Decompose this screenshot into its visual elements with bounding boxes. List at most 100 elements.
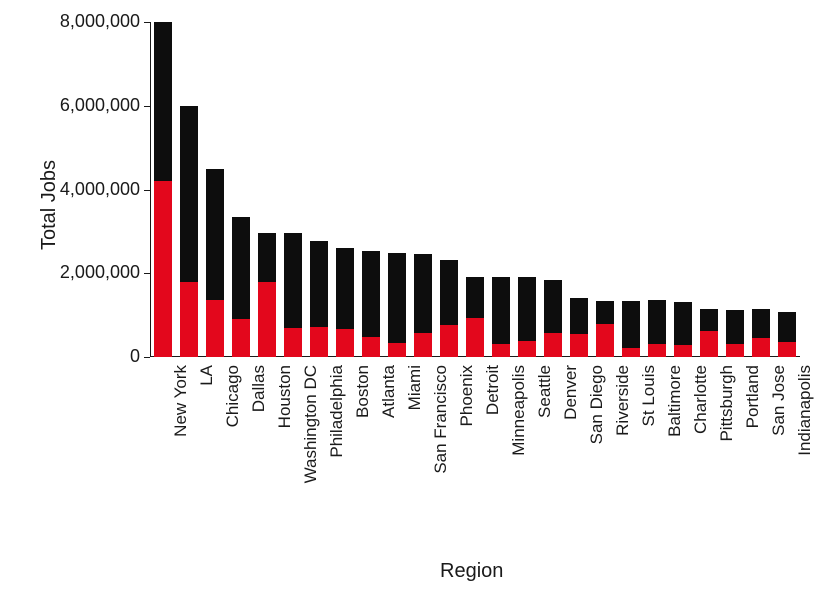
bar-segment-black [388, 253, 406, 343]
bar-segment-red [726, 344, 744, 357]
bar-segment-red [700, 331, 718, 357]
bar [778, 312, 796, 357]
bar-segment-red [180, 282, 198, 357]
x-tick-label: San Jose [769, 365, 789, 545]
x-tick-label: Boston [353, 365, 373, 545]
x-tick-label: New York [171, 365, 191, 545]
y-tick [144, 22, 150, 23]
x-tick-label: Baltimore [665, 365, 685, 545]
bar-segment-red [154, 181, 172, 357]
bar [284, 233, 302, 357]
bar-segment-black [310, 241, 328, 327]
x-axis-title: Region [440, 560, 503, 583]
bar-segment-red [674, 345, 692, 357]
bar [336, 248, 354, 357]
bar-segment-black [752, 309, 770, 338]
bar [570, 298, 588, 357]
bar-segment-red [206, 300, 224, 357]
bar-segment-red [466, 318, 484, 357]
bar [596, 301, 614, 357]
x-tick-label: Atlanta [379, 365, 399, 545]
bar-segment-red [518, 341, 536, 357]
bar-segment-red [284, 328, 302, 357]
bar [310, 241, 328, 357]
y-tick [144, 357, 150, 358]
x-tick-label: Pittsburgh [717, 365, 737, 545]
x-tick-label: Dallas [249, 365, 269, 545]
bar [440, 260, 458, 357]
bar [518, 277, 536, 357]
y-tick [144, 190, 150, 191]
bar-segment-black [258, 233, 276, 281]
y-tick-label: 2,000,000 [60, 262, 140, 283]
bar [180, 106, 198, 357]
y-tick [144, 273, 150, 274]
x-tick-label: St Louis [639, 365, 659, 545]
bar [232, 217, 250, 357]
bar-segment-black [700, 309, 718, 331]
x-tick-label: Detroit [483, 365, 503, 545]
bar [648, 300, 666, 357]
y-tick-label: 4,000,000 [60, 179, 140, 200]
bar-segment-black [778, 312, 796, 343]
bar-segment-black [414, 254, 432, 333]
x-tick-label: Riverside [613, 365, 633, 545]
bar-segment-black [466, 277, 484, 318]
bar-segment-black [596, 301, 614, 324]
y-tick [144, 106, 150, 107]
bar [700, 309, 718, 357]
bar [154, 22, 172, 357]
bar-segment-black [570, 298, 588, 334]
bar-segment-red [544, 333, 562, 357]
bar [362, 251, 380, 357]
bar-segment-red [570, 334, 588, 357]
bar-segment-red [310, 327, 328, 357]
bar-segment-red [492, 344, 510, 357]
x-tick-label: San Francisco [431, 365, 451, 545]
bar-segment-black [362, 251, 380, 337]
plot-area [150, 22, 800, 357]
x-tick-label: San Diego [587, 365, 607, 545]
x-tick-label: Washington DC [301, 365, 321, 545]
jobs-by-region-chart: Total Jobs Region 02,000,0004,000,0006,0… [0, 0, 830, 604]
bar [544, 280, 562, 357]
bar [206, 169, 224, 357]
x-tick-label: Charlotte [691, 365, 711, 545]
bar [258, 233, 276, 357]
bar-segment-red [362, 337, 380, 357]
bar-segment-black [518, 277, 536, 341]
bar-segment-black [492, 277, 510, 344]
y-tick-label: 8,000,000 [60, 11, 140, 32]
bar-segment-red [440, 325, 458, 357]
bar [726, 310, 744, 357]
bar-segment-black [726, 310, 744, 344]
bar [492, 277, 510, 357]
x-tick-label: Miami [405, 365, 425, 545]
bar-segment-black [154, 22, 172, 181]
bar-segment-red [336, 329, 354, 357]
x-tick-label: Minneapolis [509, 365, 529, 545]
x-tick-label: Denver [561, 365, 581, 545]
bar [414, 254, 432, 357]
bar-segment-red [388, 343, 406, 357]
bar-segment-black [544, 280, 562, 332]
bar [466, 277, 484, 357]
bar-segment-red [258, 282, 276, 357]
x-tick-label: LA [197, 365, 217, 545]
x-tick-label: Indianapolis [795, 365, 815, 545]
y-axis-title: Total Jobs [38, 160, 61, 250]
bar-segment-red [596, 324, 614, 357]
bar-segment-black [284, 233, 302, 327]
bar-segment-black [648, 300, 666, 344]
x-tick-label: Houston [275, 365, 295, 545]
bar-segment-red [232, 319, 250, 357]
bar-segment-black [336, 248, 354, 329]
y-tick-label: 6,000,000 [60, 95, 140, 116]
x-tick-label: Seattle [535, 365, 555, 545]
bar-segment-black [232, 217, 250, 320]
bar-segment-black [206, 169, 224, 301]
bar-segment-red [648, 344, 666, 357]
bar [388, 253, 406, 357]
bar [674, 302, 692, 357]
bar-segment-black [440, 260, 458, 325]
